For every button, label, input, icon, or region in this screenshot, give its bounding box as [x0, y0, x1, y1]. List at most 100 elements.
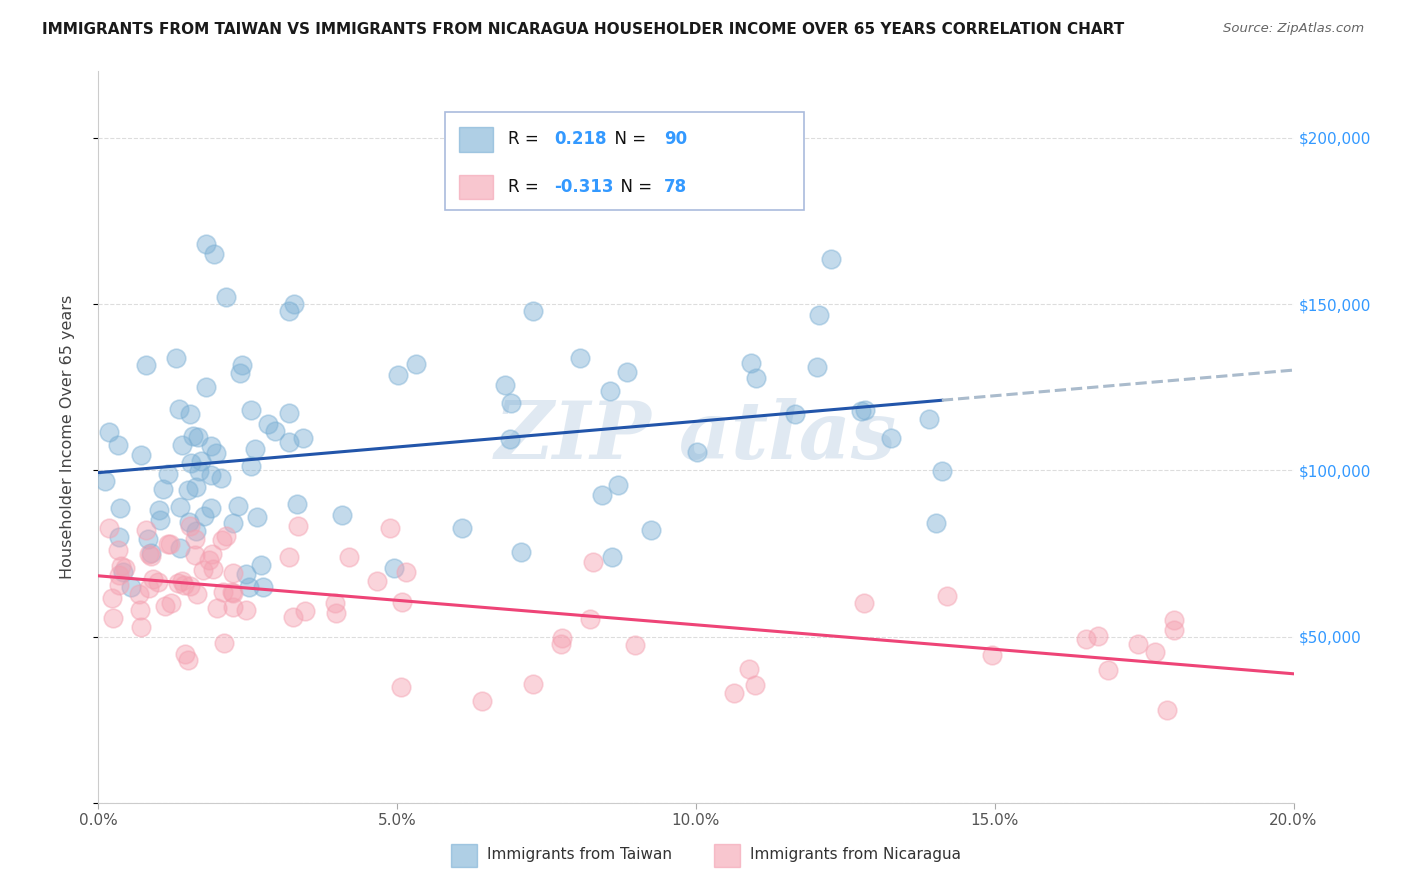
- Point: [177, 516, 200, 530]
- Point: [744, 678, 766, 692]
- Point: [277, 406, 299, 420]
- Point: [138, 547, 160, 561]
- Point: [451, 521, 474, 535]
- Point: [599, 384, 621, 398]
- Point: [179, 407, 201, 421]
- Point: [186, 587, 208, 601]
- Point: [128, 603, 150, 617]
- Point: [200, 500, 222, 515]
- Point: [292, 431, 315, 445]
- Point: [924, 516, 946, 531]
- Point: [287, 519, 309, 533]
- Point: [172, 574, 194, 589]
- Point: [222, 516, 245, 531]
- Point: [1097, 663, 1119, 677]
- Point: [494, 377, 516, 392]
- Point: [157, 467, 180, 481]
- Point: [173, 577, 195, 591]
- Point: [101, 591, 124, 605]
- Point: [152, 482, 174, 496]
- Point: [148, 503, 170, 517]
- Point: [281, 610, 304, 624]
- Point: [243, 442, 266, 456]
- Text: R =: R =: [509, 178, 544, 196]
- Point: [745, 371, 768, 385]
- Point: [499, 432, 522, 446]
- Point: [107, 542, 129, 557]
- Point: [176, 653, 198, 667]
- Point: [283, 297, 305, 311]
- Text: Immigrants from Nicaragua: Immigrants from Nicaragua: [749, 847, 960, 862]
- Point: [169, 500, 191, 514]
- Point: [880, 431, 903, 445]
- Point: [201, 562, 224, 576]
- Point: [235, 567, 257, 582]
- Point: [221, 585, 243, 599]
- Point: [221, 566, 243, 580]
- Text: 90: 90: [664, 130, 686, 148]
- Point: [183, 429, 205, 443]
- Point: [205, 600, 228, 615]
- Point: [201, 547, 224, 561]
- Point: [808, 309, 831, 323]
- Bar: [451, 844, 477, 867]
- Point: [325, 607, 347, 621]
- Point: [278, 303, 301, 318]
- Point: [405, 358, 427, 372]
- Point: [616, 366, 638, 380]
- Point: [108, 530, 131, 544]
- Point: [246, 509, 269, 524]
- Point: [737, 662, 759, 676]
- Point: [180, 456, 202, 470]
- Point: [215, 290, 238, 304]
- Point: [624, 638, 647, 652]
- Point: [240, 403, 263, 417]
- Point: [931, 464, 953, 478]
- Point: [159, 537, 181, 551]
- Point: [222, 586, 245, 600]
- Point: [179, 519, 201, 533]
- Text: Source: ZipAtlas.com: Source: ZipAtlas.com: [1223, 22, 1364, 36]
- Point: [509, 545, 531, 559]
- Point: [820, 252, 842, 266]
- Point: [1156, 703, 1178, 717]
- Text: 0.218: 0.218: [554, 130, 606, 148]
- Point: [170, 438, 193, 452]
- Point: [141, 546, 163, 560]
- Point: [785, 407, 807, 421]
- Point: [387, 368, 409, 383]
- Point: [551, 631, 574, 645]
- Point: [93, 474, 115, 488]
- Point: [183, 549, 205, 563]
- Point: [186, 524, 208, 538]
- Bar: [460, 128, 494, 152]
- Point: [1074, 632, 1097, 647]
- Point: [191, 563, 214, 577]
- Point: [167, 575, 190, 590]
- Point: [471, 694, 494, 708]
- Text: N =: N =: [605, 130, 651, 148]
- Point: [212, 636, 235, 650]
- Point: [918, 412, 941, 426]
- Point: [278, 550, 301, 565]
- Point: [157, 537, 180, 551]
- Point: [239, 459, 262, 474]
- Point: [120, 580, 142, 594]
- Point: [849, 404, 872, 418]
- Point: [380, 521, 402, 535]
- Point: [1126, 637, 1149, 651]
- Point: [394, 565, 416, 579]
- Point: [188, 464, 211, 478]
- Text: R =: R =: [509, 130, 544, 148]
- Point: [186, 480, 208, 494]
- Point: [853, 403, 876, 417]
- Point: [138, 582, 160, 596]
- Point: [936, 590, 959, 604]
- Point: [389, 680, 412, 694]
- Point: [382, 561, 405, 575]
- Text: N =: N =: [610, 178, 657, 196]
- Point: [194, 380, 217, 394]
- Point: [190, 453, 212, 467]
- Point: [582, 556, 605, 570]
- Text: IMMIGRANTS FROM TAIWAN VS IMMIGRANTS FROM NICARAGUA HOUSEHOLDER INCOME OVER 65 Y: IMMIGRANTS FROM TAIWAN VS IMMIGRANTS FRO…: [42, 22, 1125, 37]
